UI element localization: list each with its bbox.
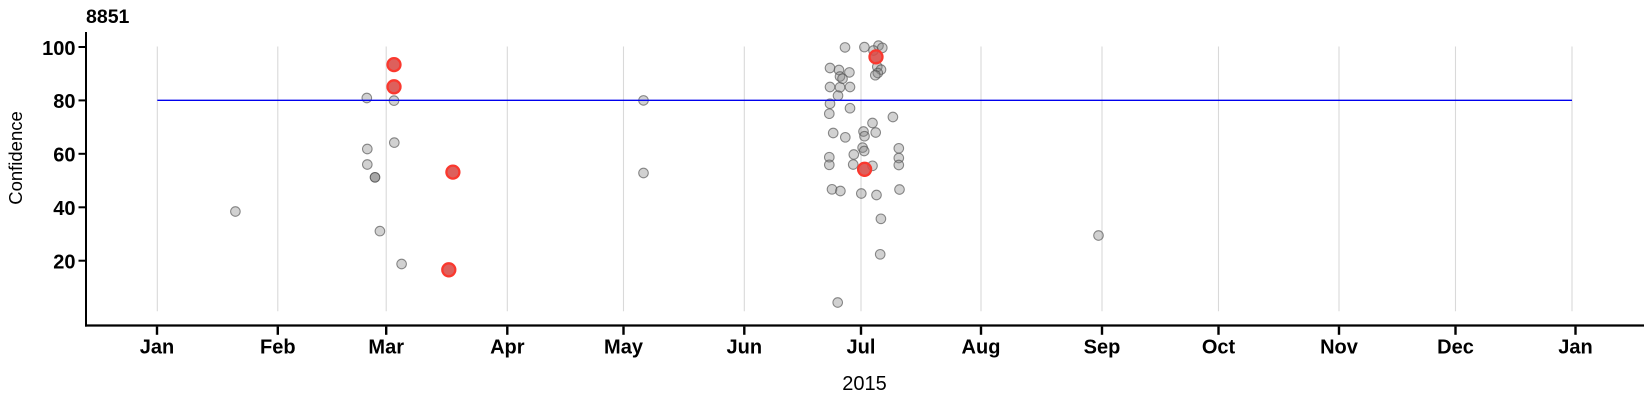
svg-text:Dec: Dec [1437,337,1474,359]
svg-text:Nov: Nov [1320,337,1359,359]
svg-text:Confidence: Confidence [5,111,26,205]
svg-text:60: 60 [53,145,75,167]
svg-text:Jul: Jul [847,337,876,359]
svg-text:80: 80 [53,91,75,113]
svg-text:Sep: Sep [1084,337,1121,359]
svg-text:Jun: Jun [727,337,763,359]
svg-text:Mar: Mar [368,337,404,359]
svg-text:20: 20 [53,252,75,274]
svg-text:Aug: Aug [962,337,1001,359]
svg-text:40: 40 [53,198,75,220]
svg-text:Jan: Jan [1558,337,1592,359]
svg-text:Apr: Apr [490,337,525,359]
svg-text:2015: 2015 [842,373,887,395]
svg-text:8851: 8851 [86,6,130,28]
svg-text:Feb: Feb [260,337,296,359]
svg-text:May: May [604,337,644,359]
svg-text:100: 100 [42,38,75,60]
svg-text:Oct: Oct [1202,337,1236,359]
svg-text:Jan: Jan [140,337,174,359]
